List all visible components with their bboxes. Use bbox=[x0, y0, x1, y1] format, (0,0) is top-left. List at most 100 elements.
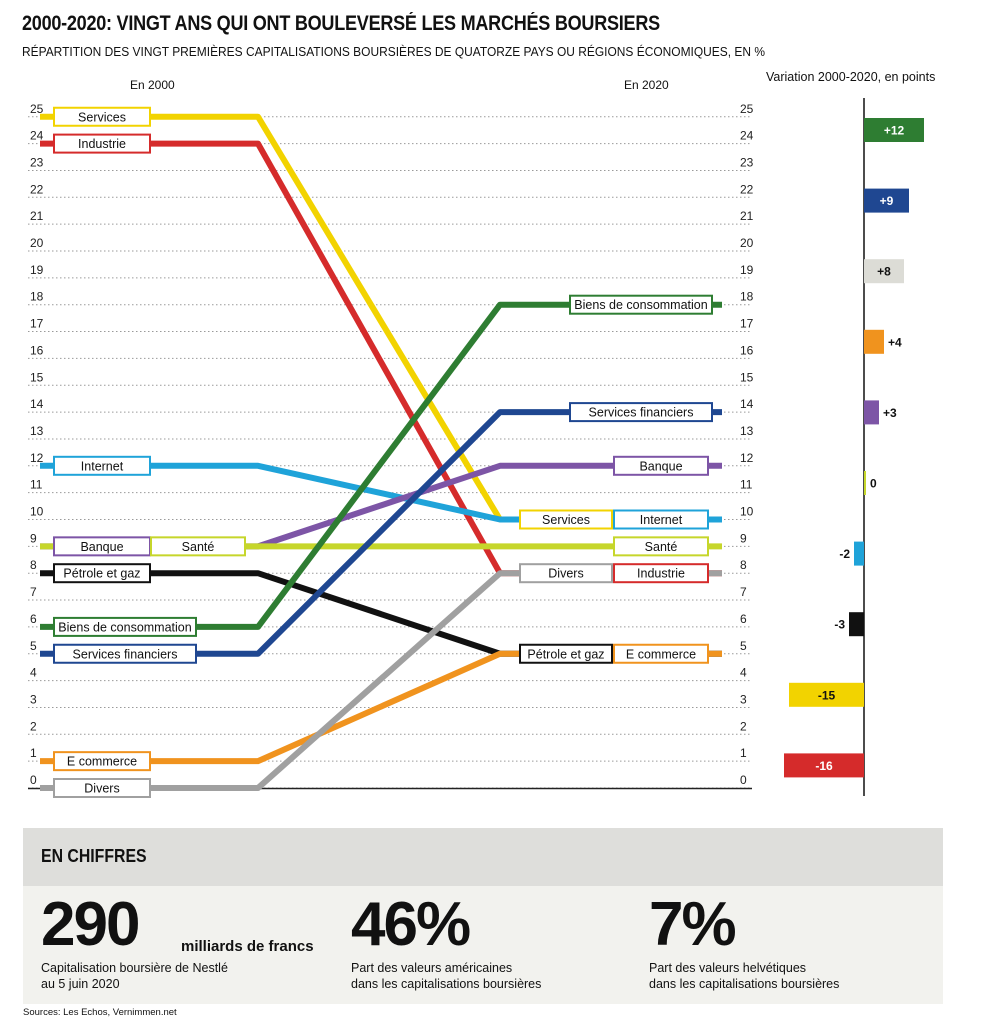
y-tick-label-right: 6 bbox=[740, 612, 747, 626]
y-tick-label-right: 9 bbox=[740, 531, 747, 545]
series-label-2020-box bbox=[519, 563, 613, 584]
facts-panel-header: EN CHIFFRES bbox=[23, 828, 943, 886]
y-tick-label-left: 19 bbox=[30, 263, 44, 277]
fact-label-line: Part des valeurs helvétiques bbox=[649, 961, 807, 975]
y-tick-label-left: 12 bbox=[30, 451, 44, 465]
variation-label: +4 bbox=[888, 335, 902, 349]
variation-label: +3 bbox=[883, 406, 897, 420]
variation-bar bbox=[784, 753, 864, 778]
y-tick-label-left: 1 bbox=[30, 746, 37, 760]
series-label-2020-box bbox=[519, 509, 613, 530]
variation-bar bbox=[864, 259, 904, 284]
y-tick-label-right: 21 bbox=[740, 209, 754, 223]
y-tick-label-left: 16 bbox=[30, 343, 44, 357]
variation-label: -15 bbox=[818, 688, 836, 702]
series-label-2020: Pétrole et gaz bbox=[527, 647, 604, 661]
y-tick-label-right: 16 bbox=[740, 343, 754, 357]
y-tick-label-left: 8 bbox=[30, 558, 37, 572]
y-tick-label-right: 3 bbox=[740, 692, 747, 706]
y-tick-label-left: 15 bbox=[30, 370, 44, 384]
y-tick-label-left: 9 bbox=[30, 531, 37, 545]
fact-label-line: au 5 juin 2020 bbox=[41, 977, 120, 991]
y-tick-label-left: 18 bbox=[30, 290, 44, 304]
y-tick-label-left: 25 bbox=[30, 102, 44, 116]
y-tick-label-right: 15 bbox=[740, 370, 754, 384]
series-label-2020: Banque bbox=[639, 459, 682, 473]
y-tick-label-right: 13 bbox=[740, 424, 754, 438]
variation-bar bbox=[849, 612, 864, 637]
fact-label-us: Part des valeurs américaines dans les ca… bbox=[351, 960, 601, 992]
series-label-2020: Services bbox=[542, 513, 590, 527]
sources-note: Sources: Les Echos, Vernimmen.net bbox=[23, 1007, 177, 1018]
y-tick-label-left: 13 bbox=[30, 424, 44, 438]
series-label-2020-box bbox=[613, 455, 709, 476]
variation-title: Variation 2000-2020, en points bbox=[766, 70, 936, 84]
y-tick-label-right: 5 bbox=[740, 639, 747, 653]
y-tick-label-right: 17 bbox=[740, 317, 754, 331]
series-label-2000-box bbox=[150, 536, 246, 557]
series-label-2000-box bbox=[53, 133, 151, 154]
fact-label-line: Part des valeurs américaines bbox=[351, 961, 513, 975]
series-label-2000-box bbox=[53, 643, 197, 664]
y-tick-label-left: 4 bbox=[30, 666, 37, 680]
chart-title: 2000-2020: VINGT ANS QUI ONT BOULEVERSÉ … bbox=[22, 12, 660, 35]
y-tick-label-right: 25 bbox=[740, 102, 754, 116]
series-label-2020: Services financiers bbox=[589, 406, 694, 420]
series-label-2000: Banque bbox=[80, 540, 123, 554]
series-label-2020-box bbox=[569, 294, 713, 315]
chart-subtitle: RÉPARTITION DES VINGT PREMIÈRES CAPITALI… bbox=[22, 44, 765, 59]
series-label-2020-box bbox=[613, 643, 709, 664]
y-tick-label-left: 6 bbox=[30, 612, 37, 626]
series-label-2020: E commerce bbox=[626, 647, 696, 661]
fact-value-swiss: 7% bbox=[649, 890, 737, 959]
y-tick-label-right: 7 bbox=[740, 585, 747, 599]
y-tick-label-right: 19 bbox=[740, 263, 754, 277]
y-tick-label-left: 7 bbox=[30, 585, 37, 599]
series-label-2020: Industrie bbox=[637, 567, 685, 581]
variation-bar bbox=[864, 329, 884, 354]
fact-value-us: 46% bbox=[351, 890, 471, 959]
variation-bar bbox=[864, 118, 924, 142]
y-tick-label-left: 24 bbox=[30, 129, 44, 143]
fact-label-line: Capitalisation boursière de Nestlé bbox=[41, 961, 228, 975]
y-tick-label-right: 11 bbox=[740, 478, 753, 492]
series-label-2000-box bbox=[53, 455, 151, 476]
fact-label-line: dans les capitalisations boursières bbox=[351, 977, 542, 991]
series-label-2000: Internet bbox=[81, 459, 124, 473]
y-tick-label-left: 3 bbox=[30, 692, 37, 706]
variation-label: -3 bbox=[834, 618, 845, 632]
variation-bar bbox=[789, 682, 864, 707]
y-tick-label-right: 4 bbox=[740, 666, 747, 680]
series-label-2020: Internet bbox=[640, 513, 683, 527]
series-label-2020: Divers bbox=[548, 567, 583, 581]
series-label-2000-box bbox=[53, 616, 197, 637]
column-header-2020: En 2020 bbox=[624, 78, 669, 92]
series-label-2000: Pétrole et gaz bbox=[63, 567, 140, 581]
variation-bar bbox=[854, 541, 864, 566]
fact-value-nestle: 290 bbox=[41, 890, 140, 959]
fact-unit-nestle: milliards de francs bbox=[181, 938, 314, 955]
column-header-2000: En 2000 bbox=[130, 78, 175, 92]
y-tick-label-right: 8 bbox=[740, 558, 747, 572]
variation-bar bbox=[864, 188, 909, 213]
y-tick-label-left: 10 bbox=[30, 505, 44, 519]
y-tick-label-right: 10 bbox=[740, 505, 754, 519]
series-label-2000: Services financiers bbox=[73, 647, 178, 661]
fact-label-swiss: Part des valeurs helvétiques dans les ca… bbox=[649, 960, 899, 992]
series-line bbox=[40, 570, 722, 657]
y-tick-label-left: 20 bbox=[30, 236, 44, 250]
variation-label: -2 bbox=[839, 547, 850, 561]
series-label-2000-box bbox=[53, 751, 151, 772]
facts-title: EN CHIFFRES bbox=[41, 846, 147, 866]
series-label-2000: Santé bbox=[182, 540, 215, 554]
series-line bbox=[40, 650, 722, 765]
series-label-2000-box bbox=[53, 106, 151, 127]
fact-label-nestle: Capitalisation boursière de Nestlé au 5 … bbox=[41, 960, 291, 992]
series-label-2000-box bbox=[53, 778, 151, 798]
y-tick-label-left: 17 bbox=[30, 317, 44, 331]
series-label-2000: Industrie bbox=[78, 137, 126, 151]
series-label-2000: Biens de consommation bbox=[58, 620, 191, 634]
y-tick-label-left: 2 bbox=[30, 719, 37, 733]
y-tick-label-left: 0 bbox=[30, 773, 37, 787]
